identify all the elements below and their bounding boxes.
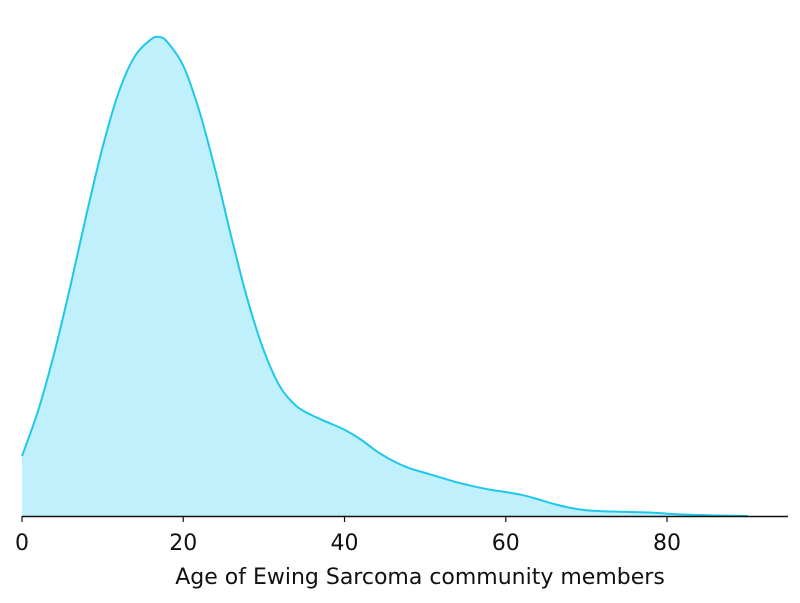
x-tick-label: 80 [653, 531, 681, 556]
x-tick-label: 40 [331, 531, 359, 556]
density-area-fill [22, 36, 748, 516]
plot-area [21, 35, 748, 517]
density-line [21, 35, 748, 517]
x-tick-label: 0 [15, 531, 29, 556]
x-tick-label: 60 [492, 531, 520, 556]
x-axis-title: Age of Ewing Sarcoma community members [175, 565, 665, 590]
x-tick-label: 20 [169, 531, 197, 556]
x-axis-ticks: 0 20 40 60 80 [15, 516, 681, 556]
